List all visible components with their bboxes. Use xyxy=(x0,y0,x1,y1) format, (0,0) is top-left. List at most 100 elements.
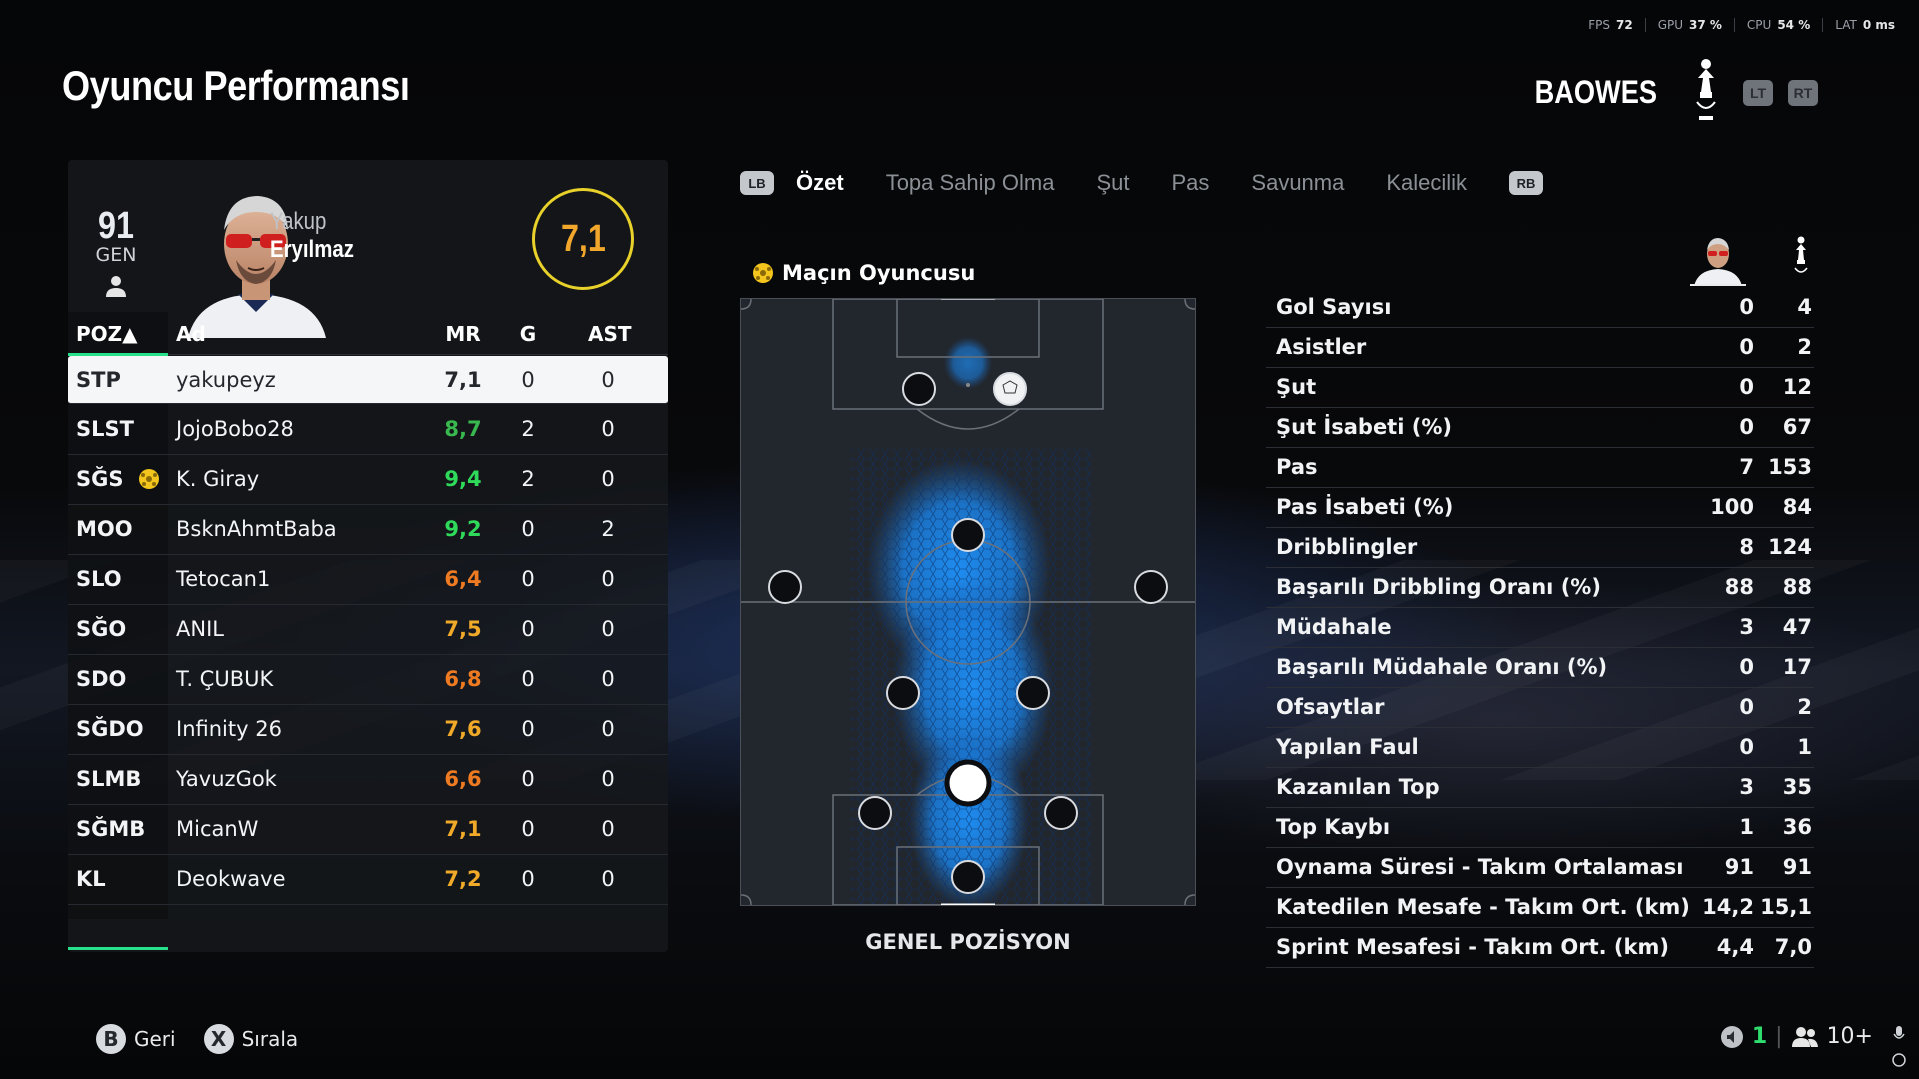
stat-player-value: 7 xyxy=(1739,455,1754,479)
tab-item[interactable]: Kalecilik xyxy=(1386,170,1468,195)
b-button-icon[interactable]: B xyxy=(96,1024,126,1054)
row-pos: MOO xyxy=(76,517,133,541)
table-row[interactable]: SDO T. ÇUBUK 6,8 0 0 xyxy=(68,655,668,705)
footer-controls: B Geri X Sırala xyxy=(96,1024,326,1054)
table-row[interactable]: MOO BsknAhmtBaba 9,2 0 2 xyxy=(68,505,668,555)
tab-item[interactable]: Topa Sahip Olma xyxy=(885,170,1055,195)
perf-item: CPU 54 % xyxy=(1735,18,1824,32)
stat-player-value: 0 xyxy=(1739,695,1754,719)
x-button-icon[interactable]: X xyxy=(203,1024,234,1054)
table-row[interactable]: STP yakupeyz 7,1 0 0 xyxy=(68,356,668,404)
mic-icon xyxy=(1892,1026,1906,1067)
row-ast: 0 xyxy=(601,417,615,441)
perf-label: GPU xyxy=(1657,18,1684,32)
stat-player-value: 0 xyxy=(1739,415,1754,439)
stat-row: Gol Sayısı 0 4 xyxy=(1266,288,1814,328)
header-pos[interactable]: POZ▲ xyxy=(76,322,138,346)
stat-player-value: 3 xyxy=(1739,615,1754,639)
row-ast: 0 xyxy=(601,767,615,791)
stat-team-value: 67 xyxy=(1782,415,1812,439)
row-name: yakupeyz xyxy=(176,368,276,392)
stat-row: Pas 7 153 xyxy=(1266,448,1814,488)
lb-bumper-button[interactable]: LB xyxy=(740,171,774,195)
rb-bumper-button[interactable]: RB xyxy=(1509,171,1544,195)
stat-row: Oynama Süresi - Takım Ortalaması 91 91 xyxy=(1266,848,1814,888)
speaker-icon xyxy=(1720,1025,1743,1048)
row-name: Deokwave xyxy=(176,867,286,891)
stat-label: Yapılan Faul xyxy=(1276,735,1419,759)
rt-trigger-button[interactable]: RT xyxy=(1788,80,1818,106)
stat-team-value: 2 xyxy=(1797,335,1812,359)
position-column-indicator xyxy=(68,947,168,950)
table-row[interactable]: SLMB YavuzGok 6,6 0 0 xyxy=(68,755,668,805)
perf-item: LAT 0 ms xyxy=(1823,18,1907,32)
lt-trigger-button[interactable]: LT xyxy=(1743,80,1773,106)
header-ast[interactable]: AST xyxy=(588,322,632,346)
divider: | xyxy=(1775,1024,1783,1049)
perf-item: GPU 37 % xyxy=(1646,18,1735,32)
stat-label: Pas İsabeti (%) xyxy=(1276,495,1454,519)
team-compare-crest-icon xyxy=(1794,236,1808,273)
table-row[interactable]: SLST JojoBobo28 8,7 2 0 xyxy=(68,405,668,455)
table-row[interactable]: KL Deokwave 7,2 0 0 xyxy=(68,855,668,905)
stat-team-value: 4 xyxy=(1797,295,1812,319)
tab-item[interactable]: Şut xyxy=(1096,170,1130,195)
stat-player-value: 0 xyxy=(1739,295,1754,319)
header-name[interactable]: Ad xyxy=(176,322,206,346)
row-mr: 9,4 xyxy=(444,467,482,491)
row-ast: 0 xyxy=(601,567,615,591)
heatmap-pitch xyxy=(740,296,1196,909)
header-g[interactable]: G xyxy=(519,322,537,346)
player-avatar xyxy=(188,196,326,338)
stat-label: Sprint Mesafesi - Takım Ort. (km) xyxy=(1276,935,1669,959)
row-name: Tetocan1 xyxy=(176,567,271,591)
row-name: YavuzGok xyxy=(176,767,277,791)
perf-overlay: FPS 72 GPU 37 % CPU 54 % LAT 0 ms xyxy=(1576,18,1907,32)
row-ast: 0 xyxy=(601,717,615,741)
stat-label: Dribblingler xyxy=(1276,535,1418,559)
perf-value: 0 ms xyxy=(1862,18,1895,32)
voice-count: 1 xyxy=(1751,1024,1768,1049)
table-row[interactable]: SĞO ANIL 7,5 0 0 xyxy=(68,605,668,655)
stat-row: Sprint Mesafesi - Takım Ort. (km) 4,4 7,0 xyxy=(1266,928,1814,968)
table-header: POZ▲ Ad MR G AST xyxy=(68,312,668,356)
stat-team-value: 36 xyxy=(1782,815,1812,839)
table-row[interactable]: SLO Tetocan1 6,4 0 0 xyxy=(68,555,668,605)
row-ast: 0 xyxy=(601,867,615,891)
perf-value: 72 xyxy=(1615,18,1633,32)
stat-team-value: 15,1 xyxy=(1760,895,1812,919)
header-mr[interactable]: MR xyxy=(445,322,481,346)
stat-label: Pas xyxy=(1276,455,1318,479)
row-pos: SLST xyxy=(76,417,134,441)
player-first-name: Yakup xyxy=(270,208,327,235)
perf-value: 54 % xyxy=(1777,18,1811,32)
row-name: MicanW xyxy=(176,817,259,841)
sort-indicator xyxy=(68,353,168,356)
table-row[interactable]: SĞS K. Giray 9,4 2 0 xyxy=(68,455,668,505)
stat-row: Pas İsabeti (%) 100 84 xyxy=(1266,488,1814,528)
position-column-band xyxy=(68,312,168,919)
tab-item[interactable]: Pas xyxy=(1171,170,1210,195)
row-name: K. Giray xyxy=(176,467,260,491)
stat-label: Kazanılan Top xyxy=(1276,775,1440,799)
row-g: 0 xyxy=(521,368,535,392)
row-ast: 0 xyxy=(601,617,615,641)
row-ast: 0 xyxy=(601,368,615,392)
row-mr: 7,2 xyxy=(444,867,482,891)
stat-player-value: 14,2 xyxy=(1702,895,1754,919)
tab-item[interactable]: Özet xyxy=(796,170,844,195)
back-label[interactable]: Geri xyxy=(134,1027,176,1051)
tab-item[interactable]: Savunma xyxy=(1251,170,1345,195)
stat-team-value: 47 xyxy=(1782,615,1812,639)
row-ast: 0 xyxy=(601,467,615,491)
player-table: POZ▲ Ad MR G AST STP yakupeyz 7,1 0 0 SLST Joj… xyxy=(68,312,668,905)
stat-team-value: 17 xyxy=(1782,655,1812,679)
row-mr: 7,1 xyxy=(444,368,482,392)
sort-label[interactable]: Sırala xyxy=(241,1027,299,1051)
footer-status: 1 | 10+ xyxy=(1720,1024,1873,1049)
row-name: Infinity 26 xyxy=(176,717,282,741)
match-rating: 7,1 xyxy=(532,188,634,290)
table-row[interactable]: SĞMB MicanW 7,1 0 0 xyxy=(68,805,668,855)
table-row[interactable]: SĞDO Infinity 26 7,6 0 0 xyxy=(68,705,668,755)
perf-label: CPU xyxy=(1746,18,1772,32)
